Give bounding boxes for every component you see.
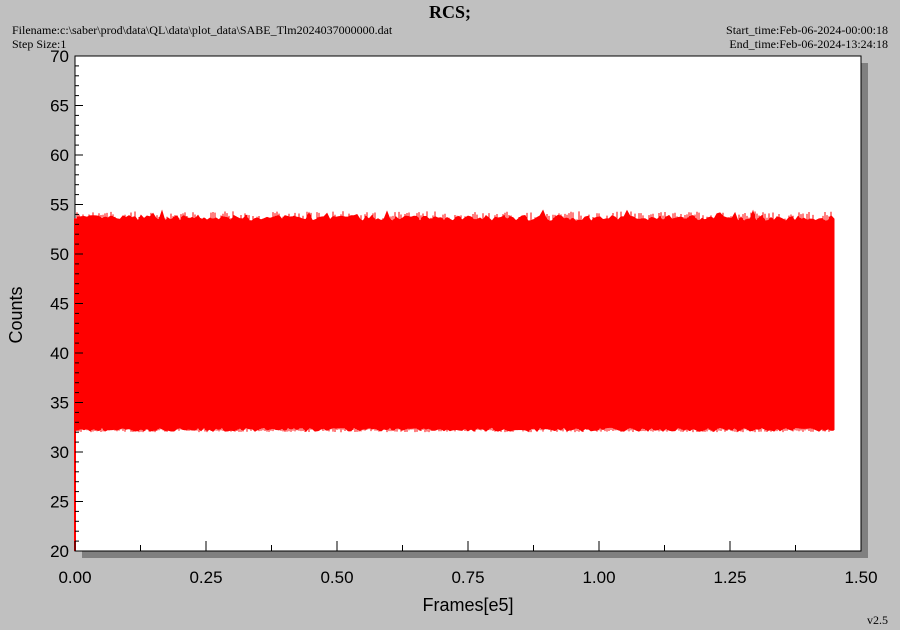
- x-tick-label: 1.00: [582, 568, 615, 587]
- x-tick-label: 0.75: [451, 568, 484, 587]
- step-size-text: Step Size:1: [12, 37, 67, 51]
- version-label: v2.5: [867, 613, 888, 627]
- filename-text: Filename:c:\saber\prod\data\QL\data\plot…: [12, 23, 393, 37]
- axis-layer: 20 25 30 35 40 45 50 55 60 65 70 0.00 0.25 0.50 0.75 1.…: [50, 47, 877, 587]
- y-axis-title: Counts: [6, 286, 26, 343]
- chart-title: RCS;: [428, 2, 471, 22]
- series-layer: [74, 209, 835, 551]
- x-tick-label: 0.25: [189, 568, 222, 587]
- y-tick-label: 70: [50, 47, 69, 66]
- y-tick-label: 30: [50, 443, 69, 462]
- x-tick-label: 0.50: [320, 568, 353, 587]
- y-tick-label: 65: [50, 97, 69, 116]
- y-tick-label: 55: [50, 196, 69, 215]
- end-time-text: End_time:Feb-06-2024-13:24:18: [729, 37, 888, 51]
- file-info: Filename:c:\saber\prod\data\QL\data\plot…: [12, 23, 392, 51]
- y-tick-label: 60: [50, 146, 69, 165]
- y-tick-label: 40: [50, 344, 69, 363]
- y-tick-label: 50: [50, 245, 69, 264]
- y-tick-label: 25: [50, 493, 69, 512]
- x-axis-title: Frames[e5]: [422, 595, 513, 615]
- start-time-text: Start_time:Feb-06-2024-00:00:18: [726, 23, 888, 37]
- y-tick-label: 20: [50, 542, 69, 561]
- x-tick-label: 1.50: [844, 568, 877, 587]
- y-tick-label: 35: [50, 394, 69, 413]
- x-tick-label: 0.00: [58, 568, 91, 587]
- time-info: Start_time:Feb-06-2024-00:00:18 End_time…: [726, 23, 888, 51]
- y-tick-label: 45: [50, 295, 69, 314]
- x-tick-label: 1.25: [713, 568, 746, 587]
